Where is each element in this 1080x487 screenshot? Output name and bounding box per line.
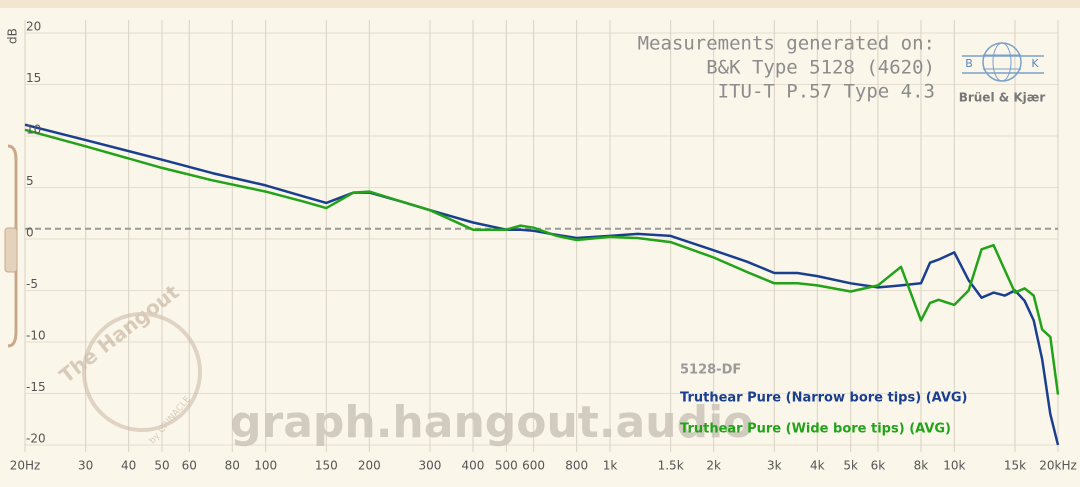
y-tick-label: 5 — [26, 174, 34, 188]
x-tick-label: 60 — [182, 459, 197, 473]
y-tick-label: 10 — [26, 123, 41, 137]
legend-title: 5128-DF — [680, 363, 741, 378]
logo-globe — [992, 42, 1012, 82]
x-tick-label: 4k — [810, 459, 825, 473]
legend: Truthear Pure (Narrow bore tips) (AVG) Tr… — [680, 391, 968, 437]
x-tick-label: 50 — [154, 459, 169, 473]
x-tick-label: 800 — [565, 459, 588, 473]
y-tick-label: 0 — [26, 226, 34, 240]
x-tick-label: 40 — [121, 459, 136, 473]
x-tick-label: 200 — [358, 459, 381, 473]
y-tick-label: -15 — [26, 380, 46, 394]
x-tick-label: 10k — [943, 459, 965, 473]
y-tick-label: 20 — [26, 20, 41, 34]
x-tick-label: 2k — [706, 459, 721, 473]
y-tick-label: 15 — [26, 71, 41, 85]
legend-entry: Truthear Pure (Narrow bore tips) (AVG) — [680, 391, 968, 406]
badge-ring — [82, 312, 202, 432]
x-tick-label: 3k — [767, 459, 782, 473]
y-tick-label: -5 — [26, 277, 38, 291]
x-tick-label: 500 — [495, 459, 518, 473]
x-tick-label: 5k — [843, 459, 858, 473]
x-tick-label: 600 — [522, 459, 545, 473]
x-tick-label: 80 — [225, 459, 240, 473]
y-axis-label: dB — [6, 28, 20, 44]
x-tick-label: 400 — [462, 459, 485, 473]
y-tick-label: -10 — [26, 329, 46, 343]
logo-letter: B — [965, 57, 973, 70]
legend-entry: Truthear Pure (Wide bore tips) (AVG) — [680, 422, 951, 437]
x-tick-label: 1.5k — [658, 459, 684, 473]
x-tick-label: 1k — [603, 459, 618, 473]
x-tick-label: 300 — [419, 459, 442, 473]
annotation: B&K Type 5128 (4620) — [706, 57, 935, 79]
x-tick-label: 8k — [914, 459, 929, 473]
x-tick-label: 6k — [871, 459, 886, 473]
logo: B K Brüel & Kjær — [959, 42, 1046, 105]
logo-name: Brüel & Kjær — [959, 91, 1046, 105]
logo-letter: K — [1031, 57, 1039, 70]
slider-handle — [4, 227, 18, 273]
x-tick-label: 100 — [254, 459, 277, 473]
watermark: graph.hangout.audio — [230, 397, 753, 448]
x-tick-label: 20Hz — [10, 459, 41, 473]
x-tick-label: 20kHz — [1039, 459, 1077, 473]
y-tick-label: -20 — [26, 432, 46, 446]
annotation: Measurements generated on: — [638, 33, 935, 55]
series-line — [24, 128, 1060, 395]
plot — [24, 123, 1060, 446]
top-strip — [0, 0, 1080, 8]
x-tick-label: 150 — [315, 459, 338, 473]
annotation: ITU-T P.57 Type 4.3 — [718, 81, 935, 103]
x-tick-label: 15k — [1004, 459, 1026, 473]
x-tick-label: 30 — [78, 459, 93, 473]
